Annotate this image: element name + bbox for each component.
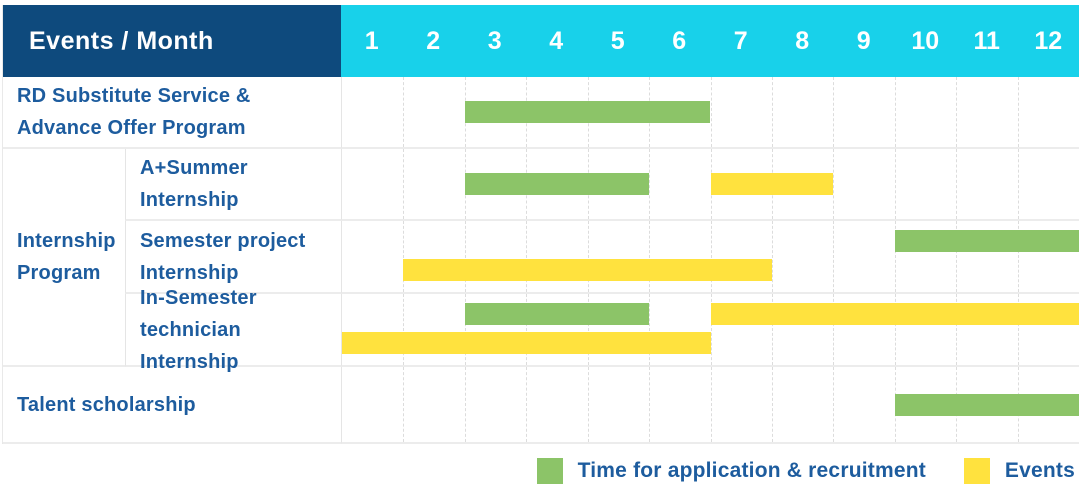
month-gridline [649,367,651,442]
month-header-2: 2 [426,26,441,55]
month-gridline [526,367,528,442]
application-bar [894,393,1079,416]
gantt-row-a-plus-summer [341,149,1079,221]
application-bar [464,101,711,123]
row-label-semester-project: Semester project Internship [125,221,341,294]
row-label-a-plus-summer: A+Summer Internship [125,149,341,221]
month-gridline [464,367,466,442]
month-gridline [710,294,712,365]
month-gridline [587,294,589,365]
table-header-row: Events / Month 1 2 3 4 5 6 7 8 9 10 11 12 [3,5,1079,77]
events-swatch-icon [963,458,990,484]
month-gridline [956,294,958,365]
events-month-header-cell: Events / Month [3,5,341,77]
month-gridline [649,294,651,365]
month-gridline [894,294,896,365]
event-bar [403,259,772,281]
month-gridline [403,367,405,442]
month-gridline [403,149,405,219]
month-header-3: 3 [487,26,502,55]
month-gridline [894,221,896,292]
month-gridline [526,221,528,292]
legend-item-events: Events [963,458,1075,484]
month-gridline [1017,149,1019,219]
month-gridline [833,221,835,292]
month-gridline [1017,221,1019,292]
month-gridline [894,77,896,147]
month-gridline [833,367,835,442]
month-header-9: 9 [856,26,871,55]
month-header-7: 7 [733,26,748,55]
group-label-internship-program: Internship Program [3,149,125,367]
month-gridline [833,294,835,365]
application-bar [464,173,650,195]
month-header-8: 8 [795,26,810,55]
legend-label-application: Time for application & recruitment [577,459,926,482]
month-gridline [710,77,712,147]
month-gridline [956,221,958,292]
month-gridline [833,77,835,147]
month-gridline [587,367,589,442]
month-gridline [894,149,896,219]
month-gridline [771,77,773,147]
month-gridline [771,221,773,292]
month-gridline [403,221,405,292]
gantt-row-talent-scholarship [341,367,1079,444]
gantt-row-in-semester-technician [341,294,1079,367]
gantt-row-semester-project [341,221,1079,294]
month-header-10: 10 [911,26,940,55]
month-gridline [771,367,773,442]
month-gridline [710,221,712,292]
month-header-4: 4 [549,26,564,55]
table-body: RD Substitute Service & Advance Offer Pr… [3,77,1079,444]
month-gridline [710,367,712,442]
month-header-6: 6 [672,26,687,55]
gantt-row-rd-substitute [341,77,1079,149]
month-gridline [464,221,466,292]
row-label-in-semester-technician: In-Semester technician Internship [125,287,341,373]
chart-legend: Time for application & recruitment Event… [536,458,1075,484]
month-gridline [403,294,405,365]
month-gridline [771,294,773,365]
month-gridline [526,294,528,365]
month-gridline [403,77,405,147]
month-header-strip: 1 2 3 4 5 6 7 8 9 10 11 12 [341,5,1079,77]
legend-label-events: Events [1004,459,1075,482]
row-label-rd-substitute: RD Substitute Service & Advance Offer Pr… [3,77,341,149]
legend-item-application: Time for application & recruitment [536,458,926,484]
month-gridline [649,221,651,292]
application-bar [894,230,1079,252]
month-header-5: 5 [610,26,625,55]
application-bar [464,303,650,325]
month-gridline [956,77,958,147]
month-header-11: 11 [973,26,1000,55]
application-swatch-icon [536,458,563,484]
row-label-talent-scholarship: Talent scholarship [3,367,341,444]
event-bar [710,173,834,195]
month-gridline [464,294,466,365]
month-header-12: 12 [1034,26,1063,55]
events-month-table: Events / Month 1 2 3 4 5 6 7 8 9 10 11 12 RD Substi… [2,5,1079,444]
month-gridline [1017,294,1019,365]
month-gridline [587,221,589,292]
month-gridline [649,149,651,219]
month-gridline [833,149,835,219]
event-bar [710,303,1079,325]
event-bar [342,332,711,354]
month-gridline [1017,77,1019,147]
month-gridline [956,149,958,219]
month-header-1: 1 [364,26,379,55]
